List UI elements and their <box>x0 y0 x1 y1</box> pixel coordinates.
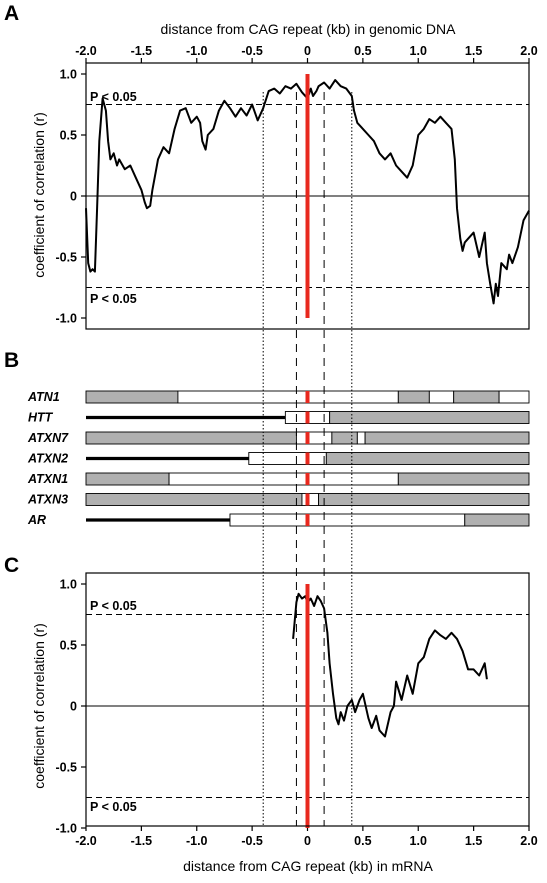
gene-row-atxn2: ATXN2 <box>27 452 530 466</box>
gene-open-segment <box>168 472 399 486</box>
a-x-tick-label: -2.0 <box>75 44 97 58</box>
gene-open-segment <box>177 390 399 404</box>
panel-c-sig-label-bottom: P < 0.05 <box>90 800 137 814</box>
c-x-tick-label: -2.0 <box>75 834 97 848</box>
a-x-tick-label: -1.5 <box>131 44 153 58</box>
gene-label: ATXN1 <box>27 472 68 486</box>
a-x-tick-label: 1.0 <box>410 44 427 58</box>
gene-label: ATN1 <box>27 390 60 404</box>
gene-open-segment <box>498 390 530 404</box>
gene-row-htt: HTT <box>28 411 530 425</box>
gene-row-atxn1: ATXN1 <box>27 472 530 486</box>
gene-row-atxn7: ATXN7 <box>27 431 530 445</box>
gene-label: AR <box>27 513 46 527</box>
gene-label: ATXN7 <box>27 431 69 445</box>
gene-open-segment <box>295 431 333 445</box>
gene-structure-diagram: ATN1 HTT ATXN7 ATXN2 ATXN1 ATXN3 AR <box>27 390 530 527</box>
gene-label: HTT <box>28 411 54 425</box>
c-y-tick-label: 0 <box>70 700 77 714</box>
panel-a-ticks: -2.0 -1.5 -1.0 -0.5 0 0.5 1.0 1.5 2.0 1.0 0.5 0 -0.5… <box>55 44 537 326</box>
c-x-tick-label: 1.0 <box>410 834 427 848</box>
panel-a-letter: A <box>4 2 19 25</box>
c-x-tick-label: -1.0 <box>186 834 208 848</box>
panel-c-plot-frame <box>85 572 530 827</box>
gene-label: ATXN3 <box>27 493 68 507</box>
gene-shaded-segment <box>397 390 430 404</box>
gene-shaded-segment <box>325 452 530 465</box>
gene-shaded-segment <box>85 472 170 486</box>
c-x-tick-label: 0.5 <box>354 834 371 848</box>
gene-open-segment <box>229 513 466 527</box>
gene-shaded-segment <box>364 431 530 445</box>
c-y-tick-label: 1.0 <box>60 578 77 592</box>
c-x-tick-label: -1.5 <box>131 834 153 848</box>
a-y-tick-label: 1.0 <box>60 68 77 82</box>
gene-open-segment <box>248 452 327 465</box>
gene-shaded-segment <box>453 390 500 404</box>
c-y-tick-label: -0.5 <box>55 761 77 775</box>
c-y-tick-label: -1.0 <box>55 822 77 836</box>
gene-row-atxn3: ATXN3 <box>27 493 530 507</box>
panel-a-top-axis-title: distance from CAG repeat (kb) in genomic… <box>161 21 457 37</box>
c-y-tick-label: 0.5 <box>60 639 77 653</box>
gene-shaded-segment <box>85 390 179 404</box>
a-x-tick-label: 0.5 <box>354 44 371 58</box>
a-y-tick-label: -1.0 <box>55 312 77 326</box>
panel-b-letter: B <box>4 349 19 372</box>
gene-shaded-segment <box>329 411 530 424</box>
a-y-tick-label: 0 <box>70 190 77 204</box>
c-x-tick-label: 1.5 <box>465 834 482 848</box>
gene-row-atn1: ATN1 <box>27 390 530 404</box>
panel-c-letter: C <box>4 554 19 577</box>
panel-a-y-axis-title: coefficient of correlation (r) <box>31 112 47 277</box>
c-x-tick-label: 0 <box>304 834 311 848</box>
panel-c: C coefficient of correlation (r) -2.0 -1.… <box>4 554 538 874</box>
a-x-tick-label: 1.5 <box>465 44 482 58</box>
gene-shaded-segment <box>318 493 530 506</box>
region-boundary-lines <box>262 92 353 826</box>
a-x-tick-label: -0.5 <box>241 44 263 58</box>
gene-row-ar: AR <box>27 513 530 527</box>
gene-open-segment <box>301 493 320 506</box>
panel-b: B ATN1 HTT ATXN7 ATXN2 ATXN1 ATXN3 AR <box>4 349 530 527</box>
a-x-tick-label: -1.0 <box>186 44 208 58</box>
panel-c-ticks: -2.0 -1.5 -1.0 -0.5 0 0.5 1.0 1.5 2.0 1.0 0.5 0 -0.5… <box>55 578 537 849</box>
gene-shaded-segment <box>397 472 530 486</box>
panel-a-sig-label-top: P < 0.05 <box>90 90 137 104</box>
panel-c-y-axis-title: coefficient of correlation (r) <box>31 623 47 788</box>
gene-open-segment <box>428 390 455 404</box>
panel-a-correlation-curve <box>85 79 530 305</box>
c-x-tick-label: 2.0 <box>520 834 537 848</box>
panel-c-sig-label-top: P < 0.05 <box>90 599 137 613</box>
panel-a: A distance from CAG repeat (kb) in genom… <box>4 2 538 330</box>
panel-a-sig-label-bottom: P < 0.05 <box>90 292 137 306</box>
gene-label: ATXN2 <box>27 452 68 466</box>
gene-open-segment <box>356 431 366 445</box>
c-x-tick-label: -0.5 <box>241 834 263 848</box>
a-y-tick-label: 0.5 <box>60 129 77 143</box>
a-x-tick-label: 2.0 <box>520 44 537 58</box>
panel-c-correlation-curve <box>292 592 488 738</box>
a-y-tick-label: -0.5 <box>55 251 77 265</box>
panel-a-plot-frame <box>85 62 530 330</box>
gene-shaded-segment <box>85 431 297 445</box>
gene-shaded-segment <box>85 493 303 506</box>
panel-c-bottom-axis-title: distance from CAG repeat (kb) in mRNA <box>183 858 433 874</box>
a-x-tick-label: 0 <box>304 44 311 58</box>
gene-shaded-segment <box>331 431 358 445</box>
gene-shaded-segment <box>464 513 530 527</box>
